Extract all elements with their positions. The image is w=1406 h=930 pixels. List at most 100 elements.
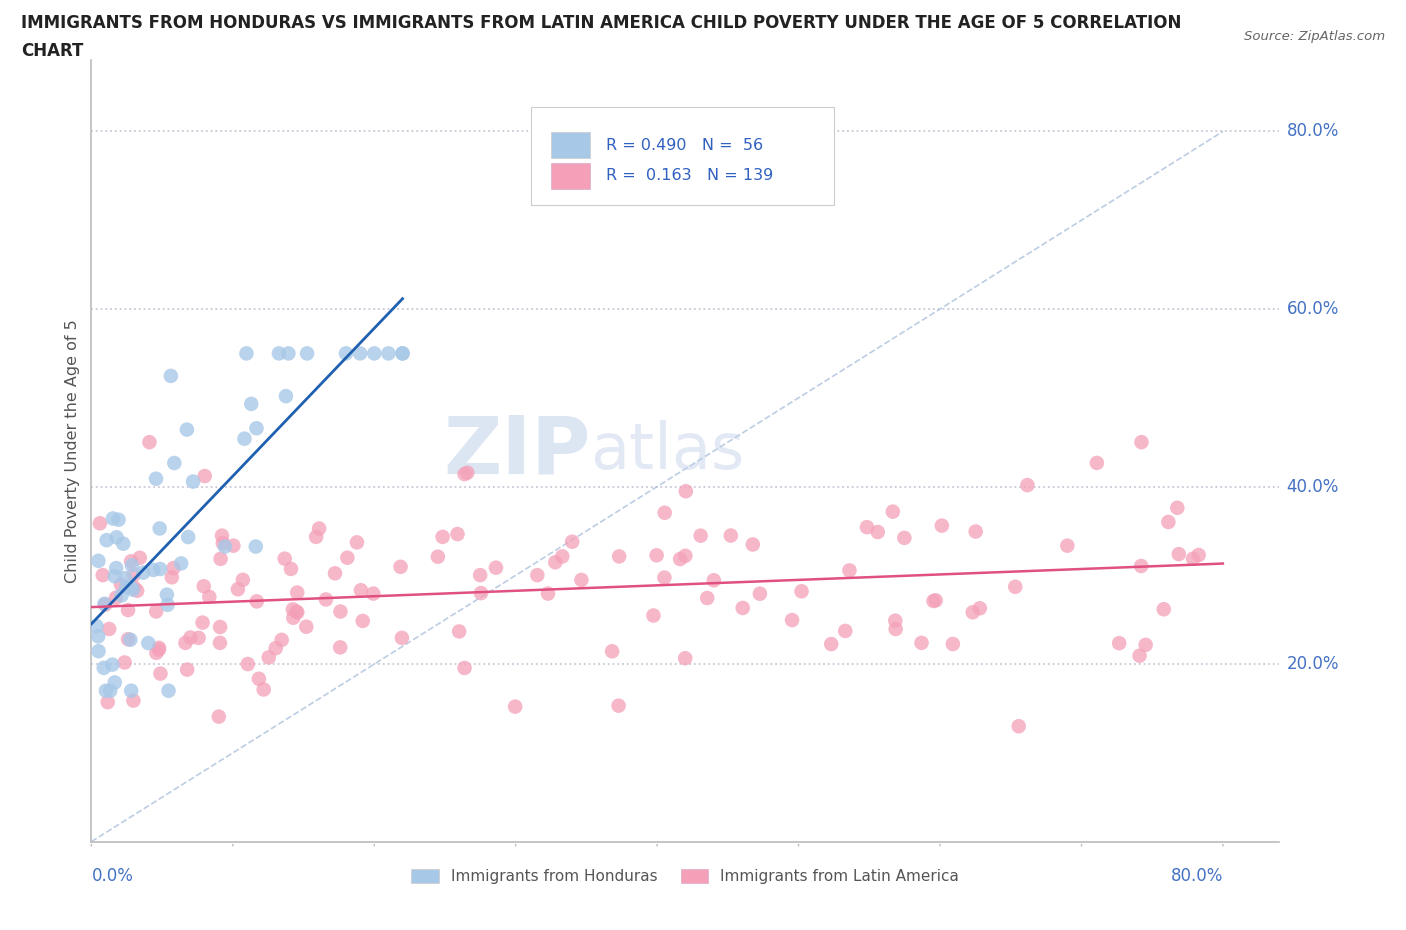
- Text: atlas: atlas: [591, 420, 745, 482]
- Point: [236, 657, 259, 671]
- Point: [283, 610, 305, 625]
- Text: 80.0%: 80.0%: [1286, 123, 1339, 140]
- Point: [120, 579, 142, 594]
- Point: [1188, 548, 1211, 563]
- Point: [834, 623, 856, 638]
- Point: [468, 567, 491, 582]
- Point: [112, 537, 135, 551]
- Point: [105, 530, 128, 545]
- Point: [142, 563, 165, 578]
- Text: ZIP: ZIP: [443, 412, 591, 490]
- Point: [122, 580, 145, 595]
- Point: [503, 699, 526, 714]
- Point: [1157, 514, 1180, 529]
- Point: [270, 632, 292, 647]
- Point: [363, 586, 385, 601]
- Point: [114, 655, 136, 670]
- Point: [470, 586, 492, 601]
- Point: [208, 710, 231, 724]
- Point: [240, 396, 263, 411]
- Point: [122, 582, 145, 597]
- Point: [962, 604, 984, 619]
- Point: [285, 605, 308, 620]
- Point: [790, 584, 813, 599]
- Point: [305, 529, 328, 544]
- Point: [820, 637, 842, 652]
- Point: [145, 472, 167, 486]
- Text: Source: ZipAtlas.com: Source: ZipAtlas.com: [1244, 30, 1385, 43]
- Point: [93, 596, 115, 611]
- Point: [181, 474, 204, 489]
- Point: [1008, 719, 1031, 734]
- Point: [264, 641, 287, 656]
- Point: [145, 604, 167, 618]
- Point: [214, 539, 236, 554]
- Point: [176, 662, 198, 677]
- Point: [121, 558, 143, 573]
- Point: [352, 614, 374, 629]
- Point: [551, 549, 574, 564]
- Point: [969, 601, 991, 616]
- Point: [174, 635, 197, 650]
- Point: [741, 537, 763, 551]
- Point: [856, 520, 879, 535]
- Point: [931, 518, 953, 533]
- Text: CHART: CHART: [21, 42, 83, 60]
- Point: [391, 631, 413, 645]
- Point: [673, 651, 696, 666]
- Point: [925, 592, 948, 607]
- Point: [315, 592, 337, 607]
- Point: [965, 525, 987, 539]
- Point: [323, 565, 346, 580]
- Point: [148, 641, 170, 656]
- Point: [149, 562, 172, 577]
- Point: [104, 569, 127, 584]
- Point: [149, 521, 172, 536]
- Point: [176, 422, 198, 437]
- Point: [267, 346, 290, 361]
- Point: [86, 618, 108, 633]
- Point: [1135, 637, 1157, 652]
- Point: [145, 645, 167, 660]
- Point: [87, 629, 110, 644]
- Point: [1153, 602, 1175, 617]
- Point: [1130, 434, 1153, 449]
- Point: [274, 389, 297, 404]
- Point: [136, 635, 159, 650]
- Point: [910, 635, 932, 650]
- Point: [335, 346, 357, 361]
- Point: [893, 530, 915, 545]
- Point: [122, 693, 145, 708]
- Point: [1085, 456, 1108, 471]
- Text: 40.0%: 40.0%: [1286, 478, 1339, 496]
- Point: [453, 660, 475, 675]
- Point: [654, 505, 676, 520]
- Point: [117, 631, 139, 646]
- Point: [93, 660, 115, 675]
- Point: [1004, 579, 1026, 594]
- Point: [329, 604, 352, 619]
- Point: [350, 583, 373, 598]
- Point: [120, 684, 142, 698]
- Point: [884, 621, 907, 636]
- Point: [132, 565, 155, 580]
- Point: [120, 554, 142, 569]
- Point: [346, 535, 368, 550]
- Point: [94, 597, 117, 612]
- Point: [246, 594, 269, 609]
- Point: [101, 512, 124, 526]
- Point: [97, 695, 120, 710]
- Point: [456, 465, 478, 480]
- Point: [156, 587, 179, 602]
- Point: [179, 631, 201, 645]
- Point: [187, 631, 209, 645]
- Point: [170, 556, 193, 571]
- Point: [561, 534, 583, 549]
- Bar: [551, 132, 591, 158]
- Point: [235, 346, 257, 361]
- Point: [720, 528, 742, 543]
- Point: [232, 572, 254, 587]
- Point: [295, 619, 318, 634]
- Point: [669, 551, 692, 566]
- Point: [1166, 500, 1188, 515]
